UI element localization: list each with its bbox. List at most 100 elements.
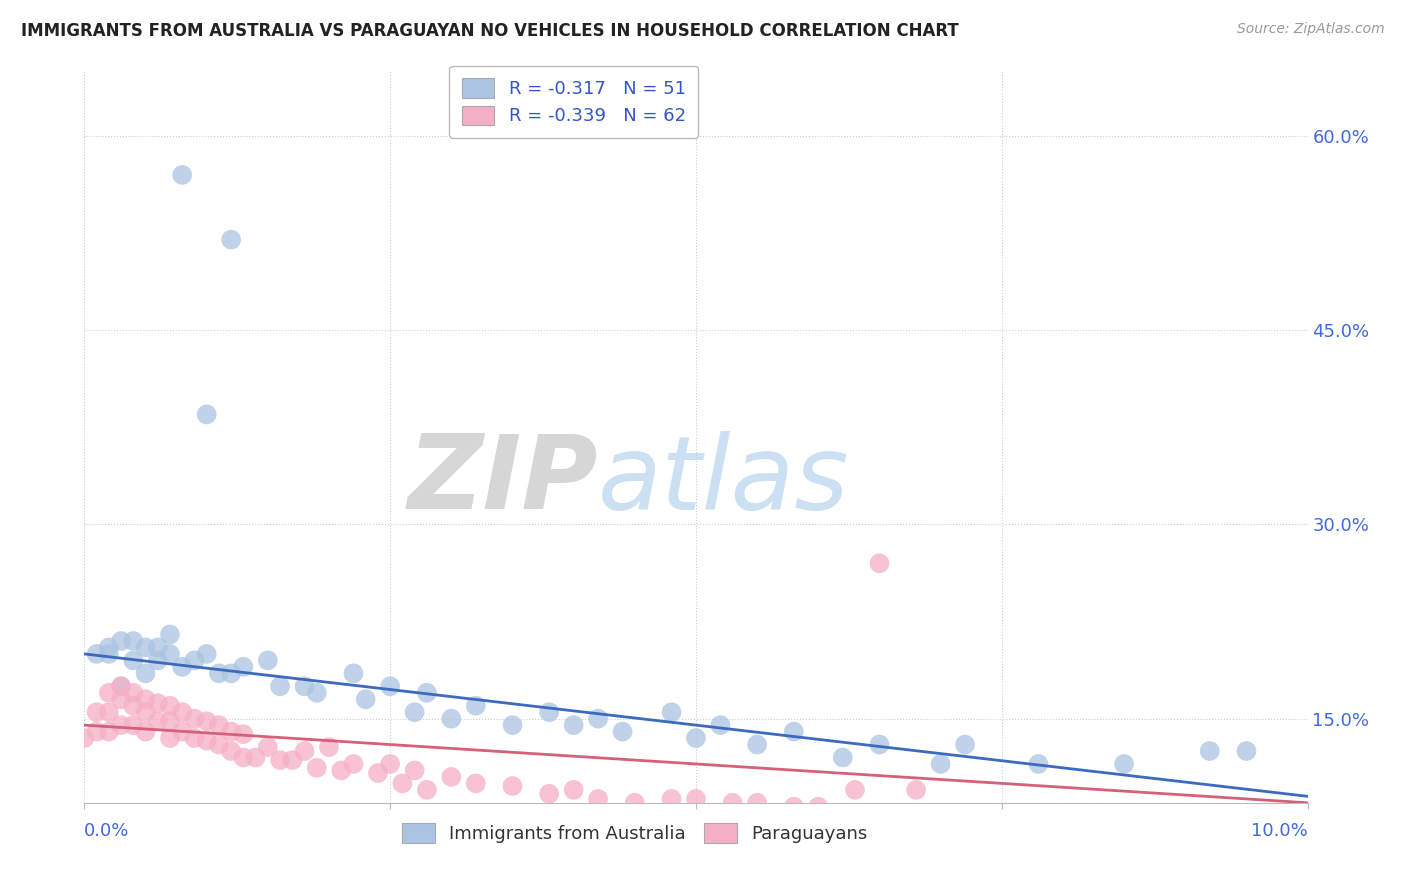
Text: atlas: atlas: [598, 431, 849, 531]
Point: [122, 686, 145, 700]
Point: [586, 792, 609, 806]
Point: [380, 756, 402, 771]
Point: [1028, 756, 1050, 771]
Point: [342, 756, 364, 771]
Point: [844, 782, 866, 797]
Point: [783, 724, 806, 739]
Point: [440, 770, 463, 784]
Point: [146, 714, 169, 729]
Point: [159, 714, 181, 729]
Point: [195, 714, 218, 729]
Point: [905, 782, 928, 797]
Point: [97, 724, 120, 739]
Point: [159, 731, 181, 745]
Point: [538, 705, 561, 719]
Point: [110, 718, 132, 732]
Point: [232, 660, 254, 674]
Point: [464, 776, 486, 790]
Text: 10.0%: 10.0%: [1251, 822, 1308, 840]
Point: [747, 738, 769, 752]
Point: [159, 627, 181, 641]
Legend: Immigrants from Australia, Paraguayans: Immigrants from Australia, Paraguayans: [394, 814, 876, 852]
Point: [305, 686, 328, 700]
Point: [172, 660, 194, 674]
Point: [269, 753, 291, 767]
Point: [929, 756, 952, 771]
Point: [86, 705, 108, 719]
Point: [245, 750, 267, 764]
Point: [135, 692, 157, 706]
Point: [354, 692, 377, 706]
Point: [586, 712, 609, 726]
Point: [97, 686, 120, 700]
Point: [869, 738, 891, 752]
Point: [208, 738, 231, 752]
Point: [831, 750, 853, 764]
Point: [391, 776, 413, 790]
Point: [172, 705, 194, 719]
Point: [97, 640, 120, 655]
Point: [86, 724, 108, 739]
Text: ZIP: ZIP: [408, 431, 598, 532]
Point: [1114, 756, 1136, 771]
Point: [172, 168, 194, 182]
Point: [624, 796, 647, 810]
Point: [183, 653, 205, 667]
Point: [110, 634, 132, 648]
Point: [538, 787, 561, 801]
Point: [232, 750, 254, 764]
Point: [122, 653, 145, 667]
Point: [783, 799, 806, 814]
Point: [440, 712, 463, 726]
Point: [208, 718, 231, 732]
Text: Source: ZipAtlas.com: Source: ZipAtlas.com: [1237, 22, 1385, 37]
Point: [869, 557, 891, 571]
Point: [135, 705, 157, 719]
Point: [219, 233, 242, 247]
Point: [562, 718, 585, 732]
Point: [305, 761, 328, 775]
Point: [281, 753, 304, 767]
Point: [612, 724, 634, 739]
Point: [86, 647, 108, 661]
Point: [464, 698, 486, 713]
Text: IMMIGRANTS FROM AUSTRALIA VS PARAGUAYAN NO VEHICLES IN HOUSEHOLD CORRELATION CHA: IMMIGRANTS FROM AUSTRALIA VS PARAGUAYAN …: [21, 22, 959, 40]
Point: [135, 640, 157, 655]
Point: [562, 782, 585, 797]
Point: [416, 686, 439, 700]
Point: [146, 640, 169, 655]
Point: [404, 764, 426, 778]
Point: [232, 727, 254, 741]
Point: [97, 647, 120, 661]
Point: [219, 744, 242, 758]
Point: [146, 653, 169, 667]
Point: [159, 647, 181, 661]
Point: [685, 731, 707, 745]
Point: [367, 766, 389, 780]
Point: [159, 698, 181, 713]
Point: [208, 666, 231, 681]
Point: [502, 779, 524, 793]
Point: [269, 679, 291, 693]
Point: [1236, 744, 1258, 758]
Point: [122, 698, 145, 713]
Point: [195, 733, 218, 747]
Point: [195, 408, 218, 422]
Point: [146, 696, 169, 710]
Point: [404, 705, 426, 719]
Point: [195, 647, 218, 661]
Point: [685, 792, 707, 806]
Point: [219, 724, 242, 739]
Point: [330, 764, 353, 778]
Point: [661, 792, 683, 806]
Text: 0.0%: 0.0%: [84, 822, 129, 840]
Point: [122, 718, 145, 732]
Point: [110, 679, 132, 693]
Point: [747, 796, 769, 810]
Point: [721, 796, 744, 810]
Point: [294, 679, 316, 693]
Point: [318, 740, 340, 755]
Point: [110, 679, 132, 693]
Point: [219, 666, 242, 681]
Point: [135, 724, 157, 739]
